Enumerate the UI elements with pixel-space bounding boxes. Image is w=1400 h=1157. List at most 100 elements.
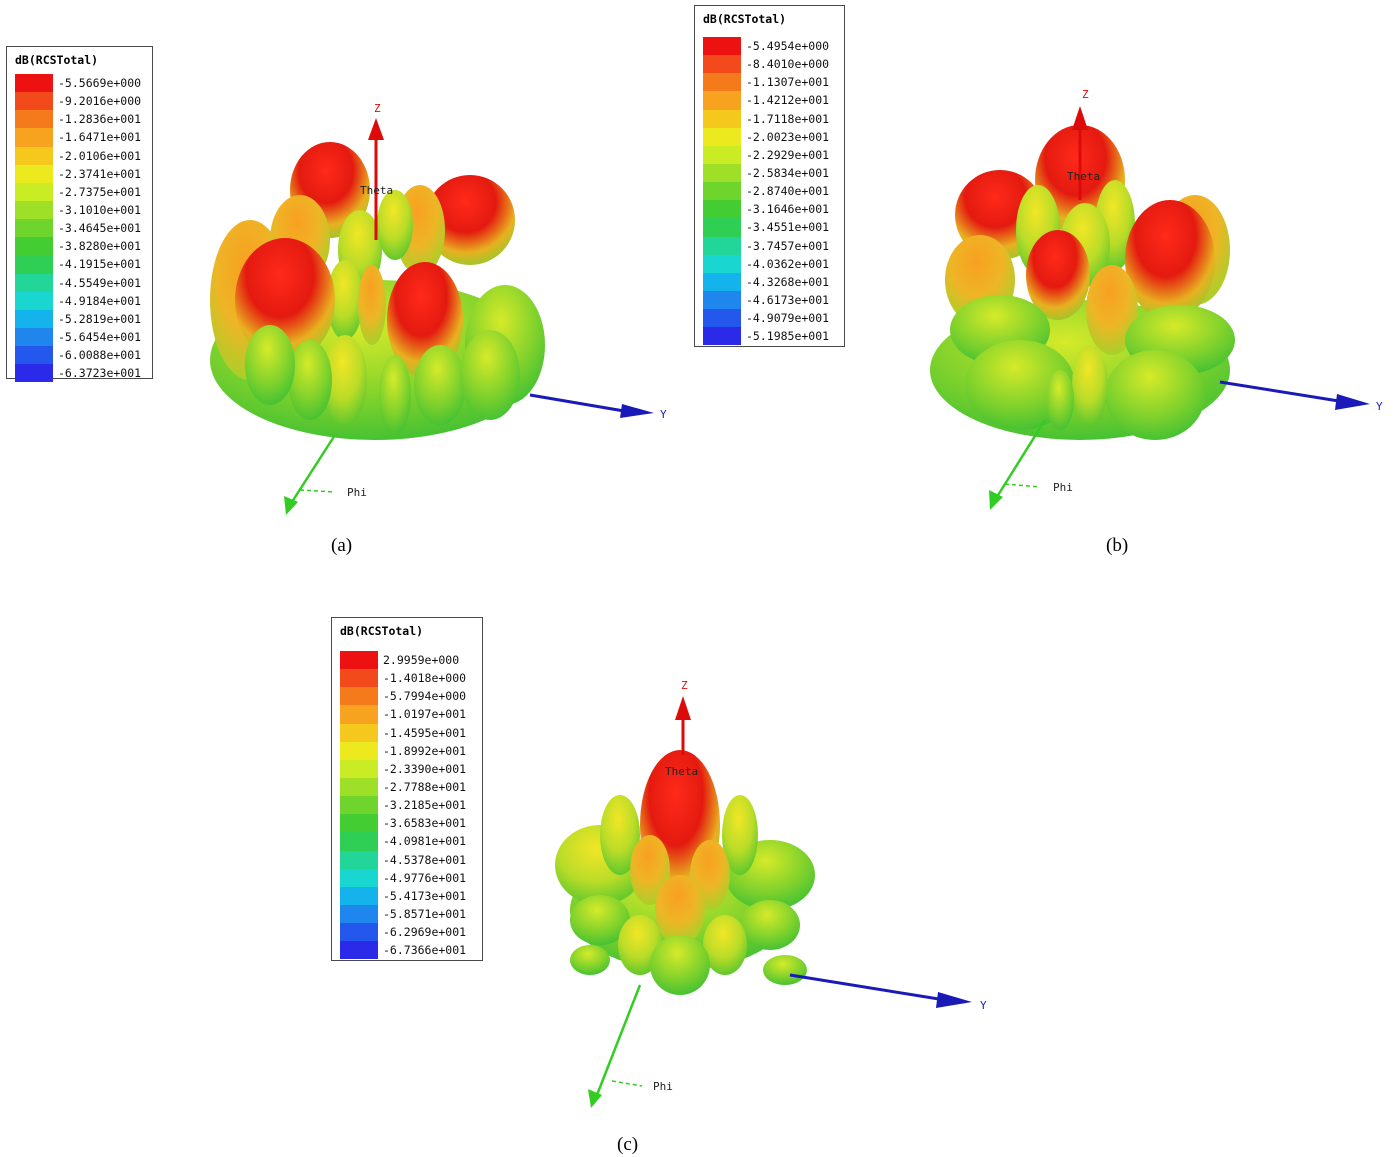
legend-swatch [703,55,741,74]
lobe [630,835,670,905]
phi-axis [993,419,1047,501]
caption-c: (c) [617,1134,639,1155]
legend-swatch [703,127,741,146]
lobe [377,190,413,260]
lobe [570,945,610,975]
lobe [288,340,332,420]
legend-value: -3.1010e+001 [58,202,142,217]
lobe [425,175,515,265]
z-arrowhead [675,696,691,720]
lobe [1046,370,1074,430]
lobe [1105,350,1205,440]
legend-swatch [15,110,53,129]
lobe [703,915,747,975]
y-arrowhead [1335,394,1370,410]
legend-swatch [15,346,53,365]
y-arrowhead [620,404,654,418]
z-axis-label: Z [681,679,688,692]
legend-value: -5.5669e+000 [58,76,142,90]
z-axis-label: Z [1082,88,1089,101]
legend-value: -2.0106e+001 [58,148,142,163]
legend-value: -1.8992e+001 [383,743,467,758]
lobe [323,335,367,425]
legend-value: -3.7457e+001 [746,238,830,253]
y-axis [529,393,631,414]
legend-title: dB(RCSTotal) [703,12,787,26]
legend-value: -1.2836e+001 [58,112,142,127]
lobe [722,795,758,875]
legend-value: -8.4010e+000 [746,57,830,72]
legend-value: 2.9959e+000 [383,653,460,667]
legend-value: -4.3268e+001 [746,274,830,289]
legend-value: -3.4551e+001 [746,220,830,235]
legend-value: -4.9184e+001 [58,293,142,308]
pattern-plot-b: Z Theta Y Phi [930,88,1383,510]
y-arrowhead [936,992,972,1008]
lobe [1086,265,1138,355]
legend-swatch [703,37,741,56]
legend-value: -4.9079e+001 [746,311,830,326]
legend-title: dB(RCSTotal) [15,53,99,67]
theta-label: Theta [1067,170,1100,183]
phi-label: Phi [653,1080,673,1093]
legend-value: -6.0088e+001 [58,348,142,363]
legend-swatch [15,273,53,292]
legend-swatch [703,327,741,346]
legend-swatch [15,92,53,111]
axes-a: Z Theta Y Phi [284,102,667,515]
legend-swatch [703,109,741,128]
legend-swatch [703,218,741,237]
legend-value: -4.1915e+001 [58,257,142,272]
y-axis [789,973,946,1002]
legend-value: -4.9776e+001 [383,870,467,885]
legend-value: -1.4212e+001 [746,93,830,108]
pattern-plot-c: Z Theta Y Phi [555,679,987,1108]
lobe [570,895,630,945]
legend-swatch [703,182,741,201]
y-axis [1219,380,1346,404]
legend-swatch [340,868,378,887]
legend-swatch [340,723,378,742]
theta-label: Theta [665,765,698,778]
legend-value: -1.6471e+001 [58,130,142,145]
legend-swatch [15,219,53,238]
phi-arrowhead [989,490,1003,510]
legend-swatch [340,759,378,778]
lobe [245,325,295,405]
legend-value: -1.4595e+001 [383,725,467,740]
legend-title: dB(RCSTotal) [340,624,424,638]
phi-direction [1004,483,1041,488]
legend-swatch [340,651,378,670]
legend-swatch [15,327,53,347]
legend-swatch [340,886,378,905]
legend-swatch [703,91,741,110]
legend-value: -5.2819e+001 [58,311,142,326]
phi-arrowhead [284,496,298,515]
legend-swatch [340,832,378,851]
legend-swatch [703,309,741,328]
y-axis-label: Y [1376,400,1383,413]
legend-swatch [703,163,741,183]
legend-swatch [340,923,378,942]
lobe [1125,200,1215,320]
lobe [655,875,705,945]
legend-value: -3.6583e+001 [383,816,467,831]
legend-swatch [703,73,741,92]
legend-swatch [15,74,53,93]
z-arrowhead [1072,106,1088,130]
legend-value: -2.7788e+001 [383,779,467,794]
lobe [1026,230,1090,320]
legend-swatch [340,777,378,797]
y-axis-label: Y [980,999,987,1012]
legend-swatch [15,364,53,383]
legend-swatch [15,237,53,256]
pattern-plot-a: Z Theta Y Phi [210,102,667,515]
lobe [740,900,800,950]
phi-axis [593,984,642,1101]
legend-value: -6.3723e+001 [58,366,142,381]
legend-value: -4.0362e+001 [746,256,830,271]
legend-swatch [15,309,53,328]
legend-value: -5.8571e+001 [383,906,467,921]
legend-swatch [15,164,53,183]
legend-value: -3.1646e+001 [746,202,830,217]
